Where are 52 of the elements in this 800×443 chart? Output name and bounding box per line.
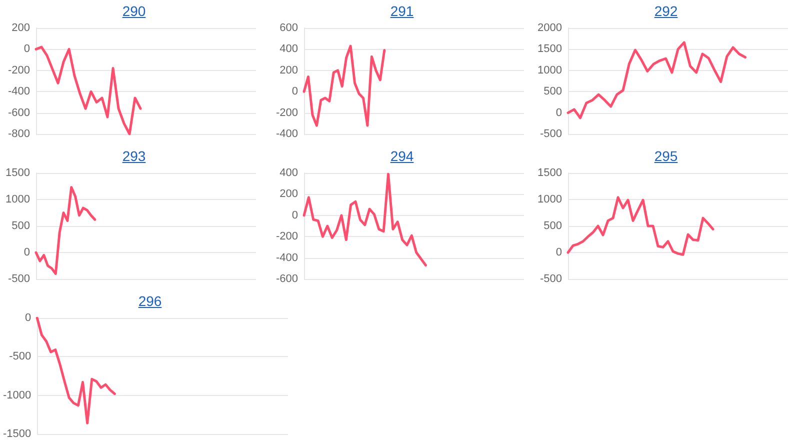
y-tick-label: 1500 (538, 167, 562, 179)
y-tick-label: -1500 (2, 428, 32, 440)
y-tick-label: 1000 (6, 194, 30, 206)
y-tick-label: 0 (25, 312, 32, 324)
y-tick-label: 500 (544, 86, 562, 98)
y-tick-label: -500 (8, 273, 30, 285)
y-tick-label: -1000 (2, 389, 32, 402)
y-tick-label: 0 (556, 106, 562, 119)
y-tick-label: 500 (544, 220, 562, 232)
line-series (34, 186, 96, 275)
y-tick-label: -600 (8, 106, 30, 119)
y-tick-label: 400 (280, 43, 298, 56)
y-tick-label: -500 (9, 350, 32, 363)
line-series (36, 316, 116, 424)
y-tick-label: -400 (276, 252, 298, 264)
chart-title: 295 (653, 147, 679, 166)
y-tick-label: 1000 (538, 64, 562, 76)
y-tick-label: 200 (12, 22, 30, 34)
chart-title: 296 (137, 292, 163, 311)
y-tick-label: -200 (8, 64, 30, 76)
y-tick-label: 0 (292, 86, 298, 98)
y-tick-label: 2000 (538, 22, 562, 34)
y-tick-label: 0 (24, 43, 30, 56)
y-tick-label: 0 (292, 209, 298, 222)
y-tick-label: 500 (12, 220, 30, 232)
chart-title: 294 (389, 147, 415, 166)
y-tick-label: -600 (276, 273, 298, 285)
y-tick-label: 200 (280, 64, 298, 76)
y-tick-label: -200 (276, 230, 298, 243)
line-series (566, 41, 746, 120)
y-tick-label: -200 (276, 106, 298, 119)
y-tick-label: 400 (280, 167, 298, 179)
y-tick-label: -500 (540, 128, 562, 140)
y-tick-label: 600 (280, 22, 298, 34)
y-tick-label: 1500 (538, 43, 562, 56)
y-tick-label: 0 (556, 246, 562, 258)
chart-title: 293 (121, 147, 147, 166)
y-tick-label: 1000 (538, 194, 562, 206)
chart-title: 291 (389, 2, 415, 21)
y-tick-label: 0 (24, 246, 30, 258)
y-tick-label: -400 (276, 128, 298, 140)
chart-title: 292 (653, 2, 679, 21)
y-tick-label: -400 (8, 86, 30, 98)
line-series (566, 196, 714, 256)
line-series (302, 172, 427, 266)
line-series (34, 46, 142, 136)
y-tick-label: -500 (540, 273, 562, 285)
y-tick-label: 1500 (6, 167, 30, 179)
line-series (302, 44, 386, 127)
y-tick-label: 200 (280, 188, 298, 200)
chart-title: 290 (121, 2, 147, 21)
y-tick-label: -800 (8, 128, 30, 140)
